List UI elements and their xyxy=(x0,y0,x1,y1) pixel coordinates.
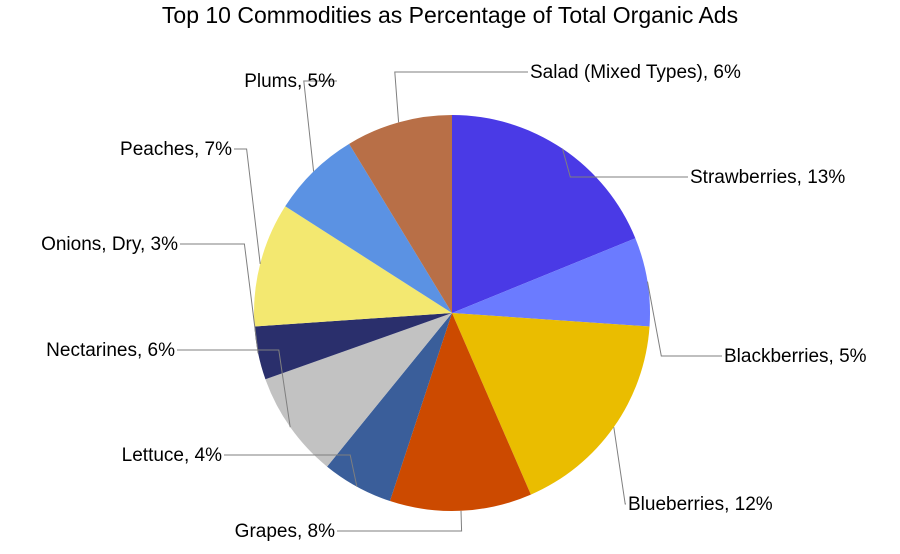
pie-slice-peaches xyxy=(253,206,452,327)
slice-label: Salad (Mixed Types), 6% xyxy=(530,62,741,83)
slice-label: Strawberries, 13% xyxy=(690,167,845,188)
pie-slice-nectarines xyxy=(265,313,452,467)
pie-slice-grapes xyxy=(389,313,531,512)
slice-label: Grapes, 8% xyxy=(235,521,335,542)
pie-slice-plums xyxy=(285,143,452,313)
leader-line xyxy=(234,148,261,264)
pie-slices xyxy=(253,115,651,512)
slice-label: Blueberries, 12% xyxy=(628,494,773,515)
leader-line xyxy=(647,281,722,357)
leader-line xyxy=(224,454,358,487)
pie-slice-blackberries xyxy=(452,238,651,327)
slice-label: Peaches, 7% xyxy=(120,139,232,160)
slice-label: Nectarines, 6% xyxy=(46,340,175,361)
slice-label: Plums, 5% xyxy=(244,71,335,92)
chart-title: Top 10 Commodities as Percentage of Tota… xyxy=(162,2,738,28)
leader-line xyxy=(180,243,259,354)
leader-line xyxy=(394,71,528,123)
leader-lines xyxy=(177,71,722,532)
leader-line xyxy=(177,349,291,428)
slice-label: Lettuce, 4% xyxy=(122,445,222,466)
slice-labels: Strawberries, 13% Blackberries, 5% Blueber… xyxy=(41,62,867,542)
pie-slice-blueberries xyxy=(452,313,650,495)
pie-slice-lettuce xyxy=(327,313,452,502)
slice-label: Blackberries, 5% xyxy=(724,346,867,367)
pie-slice-onions-dry xyxy=(254,313,452,380)
pie-slice-salad-mixed-types xyxy=(349,115,452,313)
leader-line xyxy=(337,510,463,532)
leader-line xyxy=(303,80,337,172)
leader-line xyxy=(562,148,688,178)
leader-line xyxy=(613,427,626,505)
pie-slice-strawberries xyxy=(452,115,636,313)
slice-label: Onions, Dry, 3% xyxy=(41,234,178,255)
